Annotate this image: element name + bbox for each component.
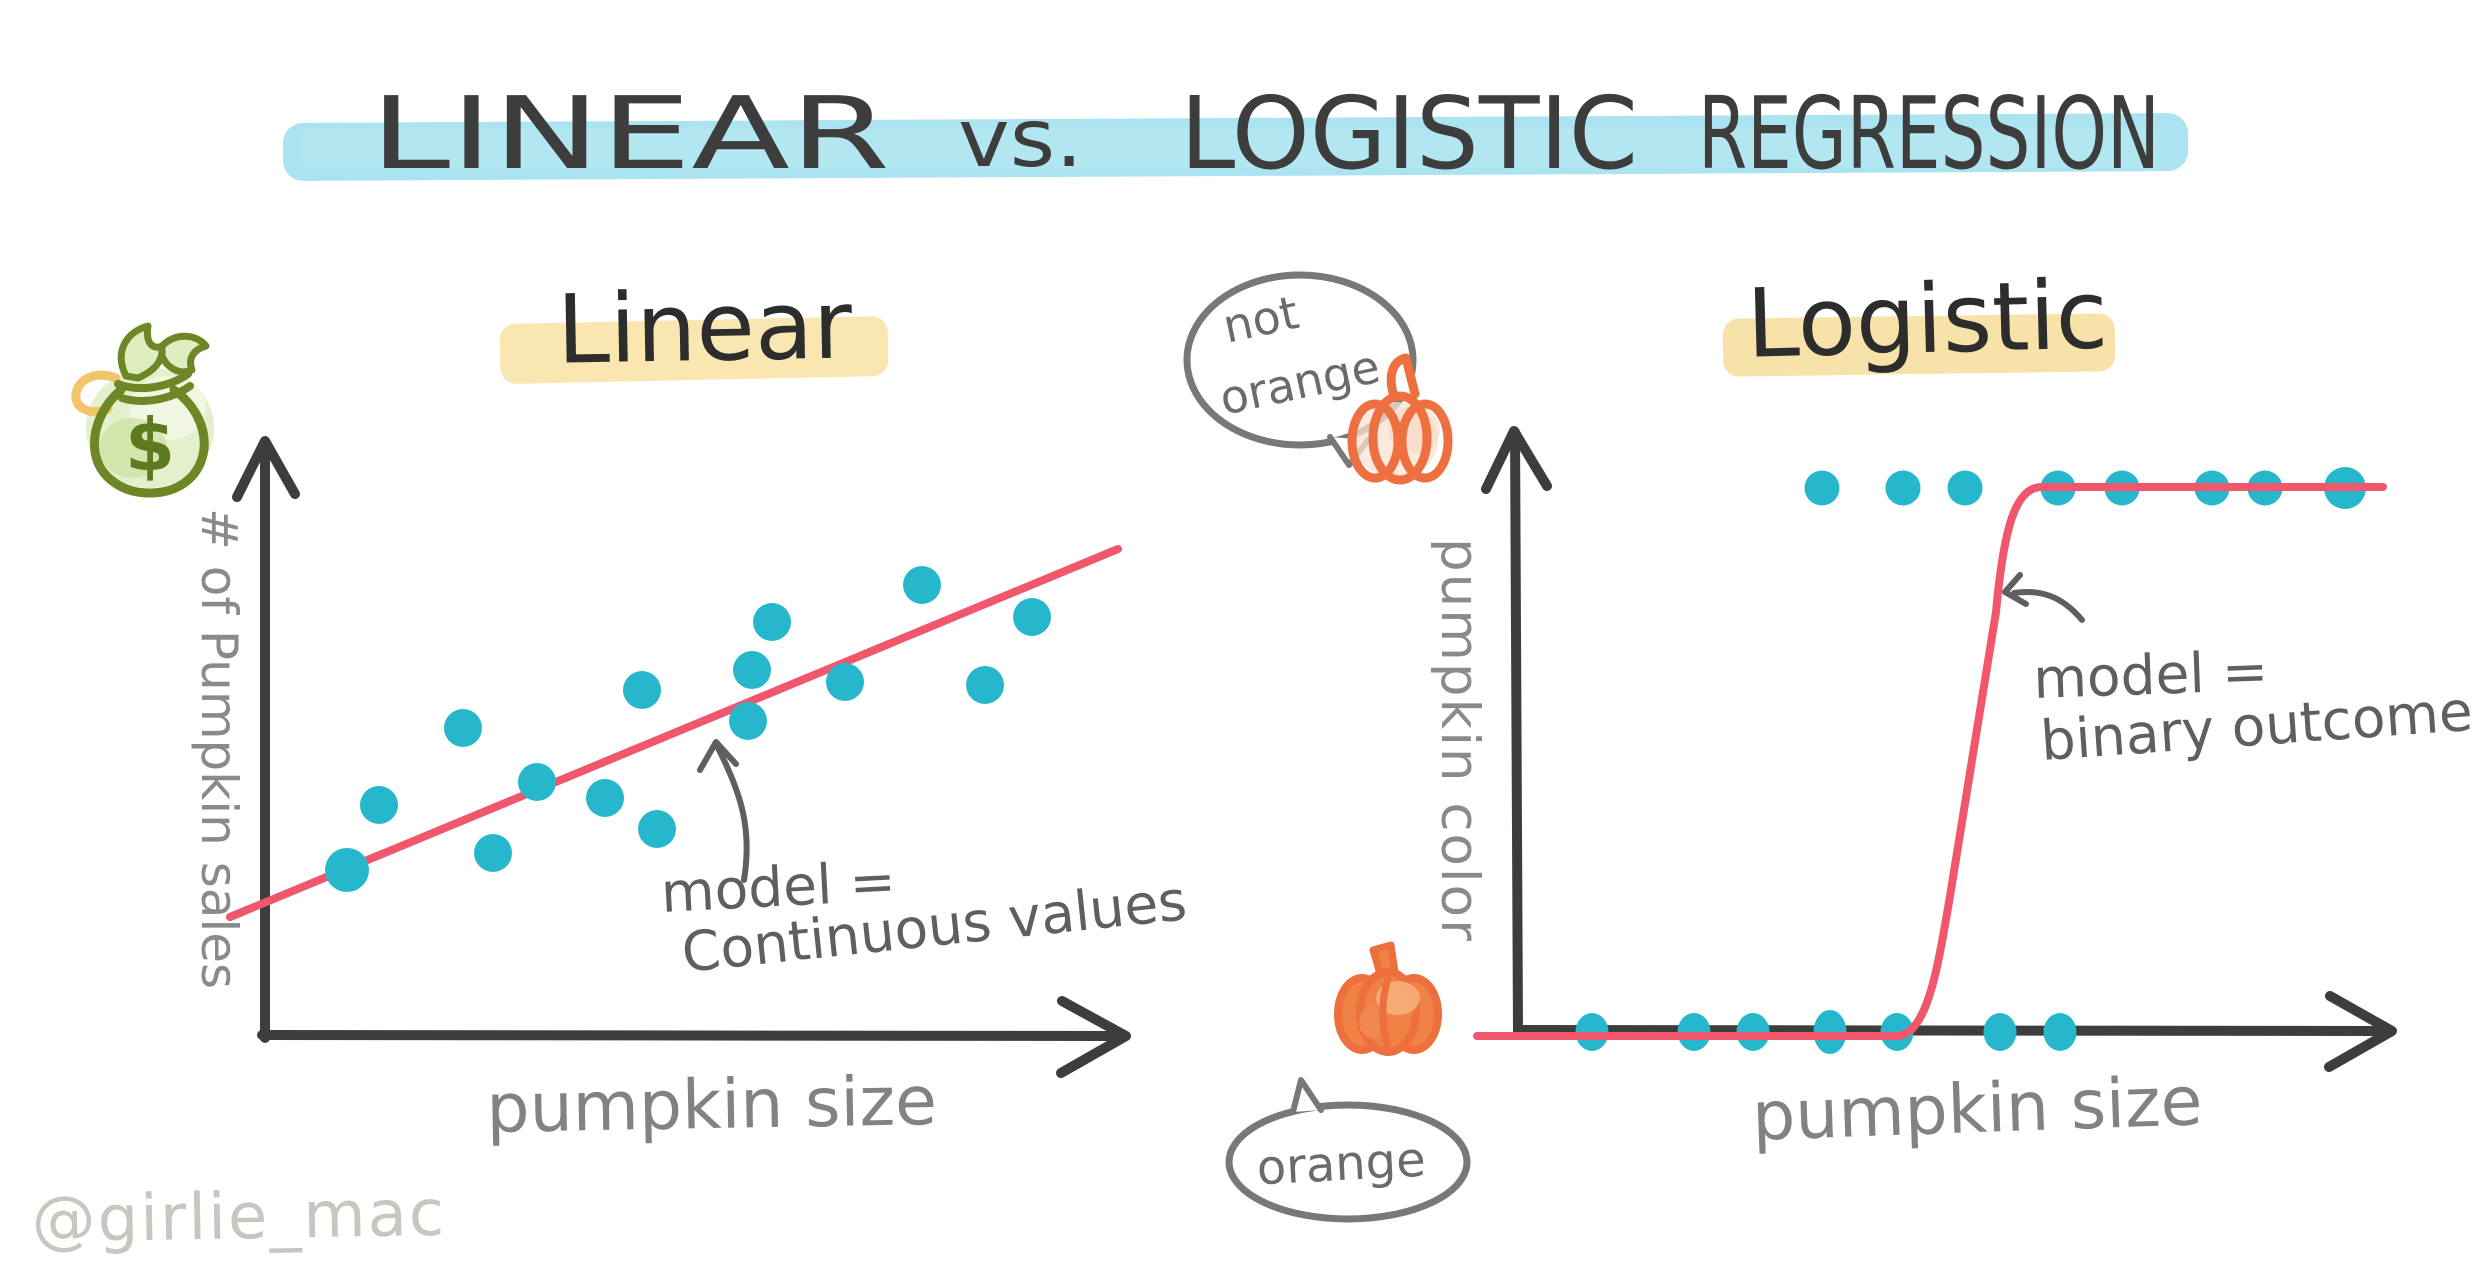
linear-annotation-arrow <box>715 745 750 883</box>
title-word-vs: vs. <box>958 92 1083 185</box>
orange-pumpkin-icon <box>1334 941 1442 1056</box>
bag-outline <box>89 385 209 498</box>
not-orange-speech-bubble: not orange <box>1183 271 1417 468</box>
data-point <box>444 709 482 747</box>
linear-x-axis-label: pumpkin size <box>486 1062 938 1149</box>
linear-x-axis <box>257 1030 1123 1041</box>
logistic-x-axis-label: pumpkin size <box>1751 1062 2204 1157</box>
logistic-annotation-arrowhead <box>2002 572 2029 607</box>
ribbon <box>71 370 121 417</box>
data-point <box>325 848 369 892</box>
title-highlight-texture <box>300 128 2160 168</box>
linear-heading-highlight <box>499 316 889 384</box>
linear-panel: Linear $ # of Pumpkin sales pumpkin size… <box>71 270 1190 1149</box>
logistic-heading: Logistic <box>1745 260 2109 379</box>
linear-annotation-arrowhead <box>697 739 739 773</box>
data-point <box>753 603 791 641</box>
logistic-y-axis-arrowhead <box>1481 426 1552 494</box>
logistic-panel: Logistic not orange pumpkin color pumpki… <box>1183 260 2475 1223</box>
bubble-tail <box>1290 1077 1324 1115</box>
logistic-heading-highlight <box>1722 313 2116 377</box>
stem <box>1386 353 1420 401</box>
data-point <box>518 763 556 801</box>
data-point <box>474 834 512 872</box>
data-point <box>729 702 767 740</box>
data-point <box>1983 1013 2017 1051</box>
logistic-sigmoid-curve <box>1473 483 2387 1040</box>
linear-annotation-line1: model = <box>659 849 897 925</box>
bag-leaf-right <box>158 332 210 376</box>
logistic-annotation-arrow <box>2011 589 2085 623</box>
title-word-regression: REGRESSION <box>1698 75 2160 192</box>
data-point <box>360 786 398 824</box>
orange-text: orange <box>1255 1132 1427 1197</box>
logistic-y-axis-label: pumpkin color <box>1429 538 1490 943</box>
data-point <box>826 663 864 701</box>
data-point <box>1947 470 1983 506</box>
regression-trend-line <box>226 545 1122 921</box>
bag-leaf-left <box>117 322 166 382</box>
orange-class-points <box>1575 1010 2077 1054</box>
linear-x-axis-arrowhead <box>1056 996 1131 1078</box>
data-point <box>1804 470 1840 506</box>
data-point <box>623 671 661 709</box>
logistic-x-axis <box>1513 1025 2393 1036</box>
watermark: @girlie_mac <box>31 1177 447 1258</box>
white-pumpkin-icon <box>1347 353 1453 485</box>
orange-speech-bubble: orange <box>1225 1077 1471 1223</box>
data-point <box>1885 470 1921 506</box>
data-point <box>903 566 941 604</box>
data-point <box>1013 598 1051 636</box>
logistic-y-axis <box>1510 427 1523 1037</box>
money-bag-icon: $ <box>71 322 214 498</box>
data-point <box>733 651 771 689</box>
data-point <box>586 779 624 817</box>
linear-scatter-points <box>325 566 1051 892</box>
data-point <box>2043 1013 2077 1051</box>
linear-y-axis-label: # of Pumpkin sales <box>190 508 248 989</box>
logistic-x-axis-arrowhead <box>2324 991 2397 1072</box>
logistic-annotation-line1: model = <box>2032 639 2269 711</box>
data-point <box>966 666 1004 704</box>
data-point <box>638 810 676 848</box>
title-word-logistic: LOGISTIC <box>1180 75 1638 192</box>
linear-heading: Linear <box>556 270 854 385</box>
dollar-sign: $ <box>125 403 175 487</box>
bag-tie <box>114 370 194 405</box>
main-title: LINEAR vs. LOGISTIC REGRESSION <box>282 75 2189 192</box>
title-word-linear: LINEAR <box>370 75 890 192</box>
linear-y-axis-arrowhead <box>232 436 300 502</box>
